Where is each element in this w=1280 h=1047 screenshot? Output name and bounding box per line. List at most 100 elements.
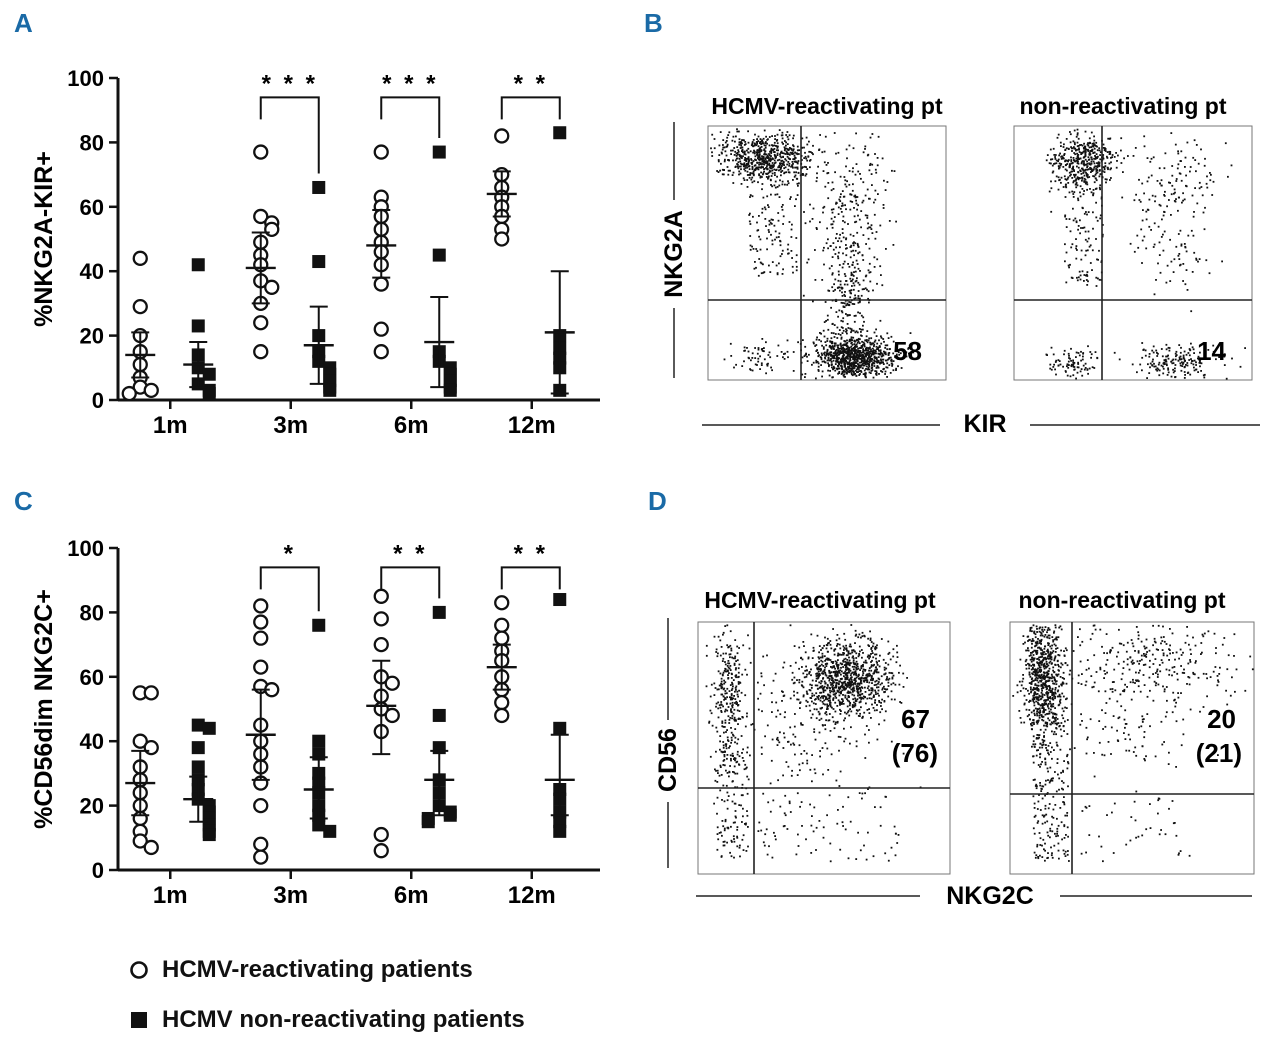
flow-dot — [1145, 210, 1148, 213]
flow-dot — [809, 166, 811, 169]
flow-dot — [780, 156, 783, 159]
flow-dot — [1195, 170, 1197, 173]
flow-dot — [775, 168, 778, 171]
flow-dot — [856, 358, 859, 361]
flow-dot — [746, 715, 748, 718]
flow-dot — [817, 362, 820, 365]
flow-dot — [1146, 180, 1149, 183]
flow-dot — [854, 704, 857, 707]
flow-dot — [1211, 194, 1214, 196]
flow-b-left-title: HCMV-reactivating pt — [711, 93, 943, 119]
flow-dot — [717, 159, 720, 161]
flow-dot — [738, 755, 741, 758]
flow-dot — [1070, 365, 1073, 368]
flow-dot — [1062, 166, 1065, 168]
flow-dot — [843, 363, 846, 366]
flow-dot — [1141, 369, 1143, 372]
flow-dot — [790, 236, 793, 238]
flow-dot — [1200, 362, 1203, 365]
flow-dot — [1186, 141, 1189, 144]
flow-dot — [1095, 187, 1098, 190]
flow-dot — [848, 170, 851, 172]
flow-dot — [841, 350, 844, 353]
flow-dot — [1208, 272, 1211, 275]
flow-dot — [1068, 163, 1071, 165]
flow-dot — [1193, 251, 1196, 254]
flow-dot — [856, 331, 859, 334]
flow-dot — [729, 684, 732, 686]
flow-dot — [1209, 172, 1211, 174]
x-tick-label: 12m — [508, 412, 556, 439]
flow-dot — [887, 681, 890, 684]
flow-dot — [713, 635, 716, 638]
flow-dot — [1077, 148, 1080, 151]
flow-dot — [1203, 376, 1206, 379]
flow-dot — [837, 151, 840, 154]
flow-dot — [843, 647, 846, 649]
flow-dot — [747, 350, 750, 353]
flow-dot — [856, 277, 858, 280]
flow-dot — [845, 369, 848, 372]
flow-dot — [752, 160, 755, 162]
flow-dot — [727, 740, 730, 742]
flow-dot — [818, 668, 821, 670]
flow-dot — [1056, 136, 1059, 139]
flow-dot — [845, 244, 847, 246]
flow-dot — [721, 173, 724, 176]
flow-dot — [819, 134, 821, 136]
flow-dot — [770, 218, 773, 221]
flow-dot — [876, 342, 879, 345]
flow-dot — [747, 778, 750, 781]
flow-dot — [850, 373, 853, 375]
flow-dot — [1064, 215, 1066, 218]
flow-dot — [853, 241, 855, 244]
flow-dot — [1184, 156, 1187, 159]
flow-dot — [719, 766, 722, 768]
flow-dot — [802, 173, 804, 175]
flow-dot — [1074, 143, 1076, 146]
flow-dot — [872, 350, 874, 353]
flow-dot — [751, 176, 754, 179]
flow-dot — [851, 649, 853, 652]
flow-dot — [724, 743, 727, 746]
flow-dot — [850, 645, 852, 648]
flow-dot — [844, 295, 846, 297]
flow-dot — [837, 279, 840, 282]
flow-dot — [1093, 147, 1096, 150]
flow-dot — [856, 196, 859, 198]
flow-dot — [867, 644, 870, 647]
flow-dot — [860, 358, 863, 360]
flow-dot — [1145, 247, 1148, 250]
flow-dot — [805, 675, 808, 678]
flow-dot — [841, 287, 843, 290]
flow-dot — [736, 709, 739, 712]
flow-dot — [736, 152, 739, 154]
flow-dot — [741, 838, 744, 841]
flow-dot — [865, 368, 867, 370]
flow-dot — [1088, 137, 1091, 140]
flow-dot — [756, 229, 759, 232]
flow-dot — [829, 340, 832, 343]
flow-dot — [1095, 172, 1098, 175]
flow-dot — [867, 674, 870, 677]
flow-dot — [853, 195, 856, 198]
flow-dot — [849, 685, 852, 688]
flow-dot — [866, 359, 869, 361]
flow-dot — [735, 135, 737, 138]
flow-dot — [1212, 350, 1215, 353]
flow-dot — [869, 136, 872, 139]
flow-dot — [876, 709, 878, 712]
flow-dot — [746, 170, 749, 173]
flow-dot — [722, 841, 725, 843]
flow-dot — [1063, 175, 1066, 178]
flow-dot — [774, 138, 776, 140]
flow-dot — [747, 163, 750, 166]
flow-dot — [884, 662, 887, 664]
flow-dot — [870, 676, 873, 679]
data-point-non-reactivating — [312, 180, 326, 194]
flow-dot — [1086, 271, 1089, 273]
y-tick-label: 60 — [80, 665, 104, 690]
flow-dot — [854, 702, 857, 705]
flow-dot — [756, 162, 759, 164]
flow-dot — [831, 226, 834, 229]
